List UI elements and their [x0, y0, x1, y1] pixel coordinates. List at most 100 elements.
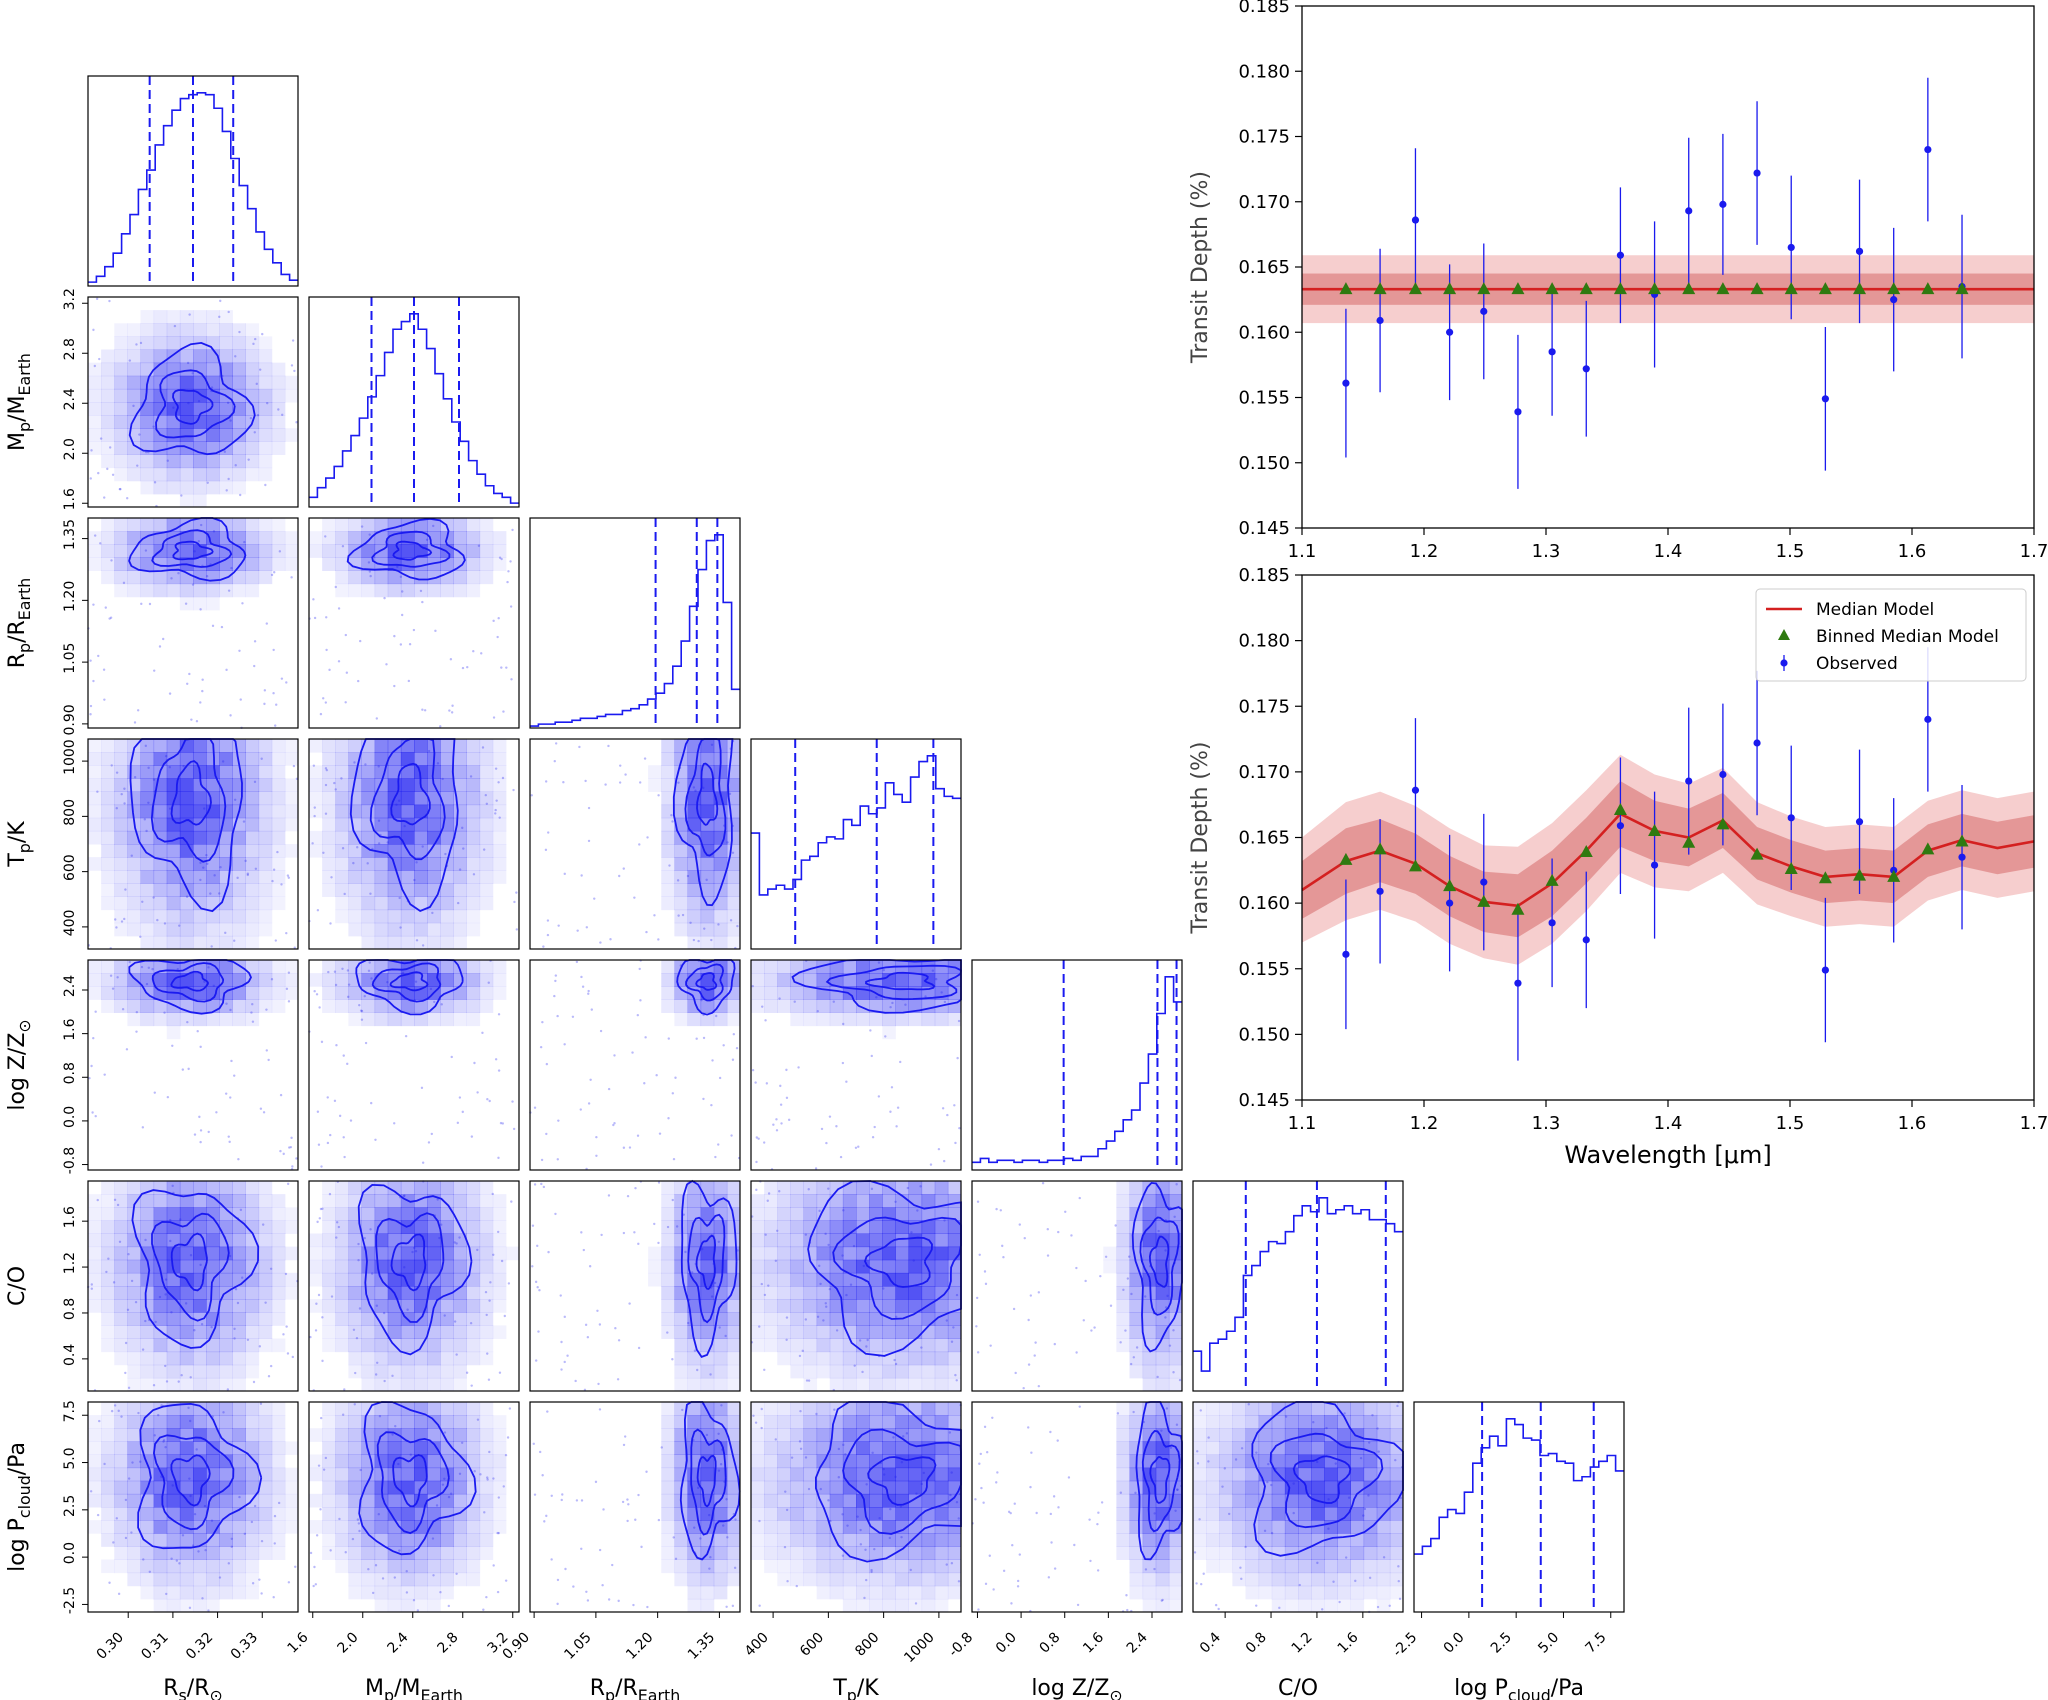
sample-point	[905, 1432, 909, 1435]
sample-point	[92, 1036, 95, 1040]
density-cell	[440, 1520, 454, 1534]
sample-point	[553, 994, 556, 998]
density-cell	[101, 570, 115, 585]
density-cell	[127, 791, 141, 806]
sample-point	[220, 625, 224, 629]
sample-point	[726, 841, 729, 844]
density-cell	[206, 336, 220, 350]
sample-point	[330, 876, 333, 879]
sample-point	[554, 1212, 557, 1216]
density-cell	[1284, 1585, 1299, 1600]
sample-point	[340, 777, 343, 780]
y-tick-label: 0.90	[62, 704, 78, 735]
density-cell	[127, 362, 141, 377]
density-cell	[764, 1559, 778, 1574]
sample-point	[572, 1585, 575, 1588]
density-cell	[882, 1415, 896, 1429]
density-cell	[153, 1415, 168, 1429]
density-cell	[764, 1428, 778, 1442]
sample-point	[145, 982, 149, 986]
density-cell	[661, 1325, 675, 1339]
density-cell	[764, 1207, 778, 1221]
y-tick-label: 0.150	[1238, 453, 1290, 474]
hist-panel-CO	[1192, 1180, 1404, 1392]
sample-point	[364, 1041, 368, 1045]
density-cell	[348, 922, 362, 937]
density-cell	[271, 830, 286, 845]
density-cell	[179, 1598, 194, 1613]
sample-point	[241, 1276, 244, 1279]
density-cell	[271, 804, 286, 819]
sample-point	[488, 1299, 491, 1302]
sample-point	[560, 1498, 563, 1502]
sample-point	[483, 1511, 486, 1514]
sample-point	[115, 807, 118, 810]
density-cell	[440, 1220, 454, 1234]
sample-point	[870, 1187, 874, 1191]
density-cell	[829, 1546, 844, 1560]
density-cell	[322, 986, 336, 1000]
density-cell	[179, 791, 194, 806]
density-cell	[1129, 1520, 1144, 1534]
density-cell	[361, 1480, 376, 1495]
density-cell	[1258, 1402, 1273, 1416]
sample-point	[488, 1099, 491, 1103]
sample-point	[95, 297, 99, 301]
density-cell	[921, 1402, 936, 1416]
density-cell	[1298, 1546, 1312, 1560]
density-cell	[166, 415, 181, 429]
sample-point	[728, 792, 732, 796]
sample-point	[394, 1424, 397, 1428]
density-cell	[1116, 1493, 1130, 1508]
x-axis-label-Rs: Rs​/R⊙​	[163, 1676, 223, 1700]
density-cell	[440, 1012, 454, 1027]
density-cell	[414, 531, 428, 545]
density-cell	[245, 999, 260, 1013]
sample-point	[188, 313, 191, 316]
density-cell	[1389, 1441, 1404, 1455]
density-cell	[88, 1259, 102, 1274]
density-cell	[751, 973, 765, 987]
sample-point	[511, 1100, 514, 1103]
density-cell	[700, 1415, 715, 1429]
density-cell	[713, 922, 728, 937]
density-cell	[479, 1286, 494, 1300]
hist-panel-Tp	[750, 738, 962, 950]
density-cell	[245, 791, 260, 806]
density-cell	[1389, 1428, 1404, 1442]
density-cell	[869, 999, 883, 1013]
density-cell	[335, 1220, 349, 1234]
density-cell	[309, 1246, 323, 1261]
density-cell	[374, 1585, 389, 1600]
density-cell	[661, 1272, 675, 1287]
sample-point	[258, 1578, 261, 1581]
density-cell	[348, 1325, 362, 1339]
density-cell	[674, 1441, 688, 1455]
contour-level-1	[375, 1212, 445, 1323]
sample-point	[554, 979, 557, 983]
density-cell	[271, 1259, 286, 1274]
density-cell	[153, 1559, 168, 1574]
sample-point	[386, 980, 389, 984]
density-cell	[934, 1364, 949, 1379]
density-cell	[219, 739, 233, 753]
density-cell	[232, 1220, 246, 1234]
x-tick-label: 0.0	[993, 1630, 1020, 1657]
density-cell	[947, 1377, 962, 1392]
sample-point	[804, 1456, 808, 1459]
density-cell	[453, 1012, 467, 1027]
density-cell	[348, 518, 362, 532]
x-tick-label: 1.6	[1898, 1113, 1927, 1134]
density-cell	[856, 1220, 870, 1234]
y-tick-label: 1.05	[62, 643, 78, 674]
sample-point	[713, 1281, 717, 1285]
density-cell	[374, 791, 389, 806]
sample-point	[357, 1258, 360, 1262]
sample-point	[1362, 1514, 1365, 1517]
density-cell	[1298, 1559, 1312, 1574]
density-cell	[88, 1480, 102, 1495]
sample-point	[494, 808, 497, 812]
sample-point	[497, 1156, 500, 1160]
density-cell	[934, 1338, 949, 1353]
